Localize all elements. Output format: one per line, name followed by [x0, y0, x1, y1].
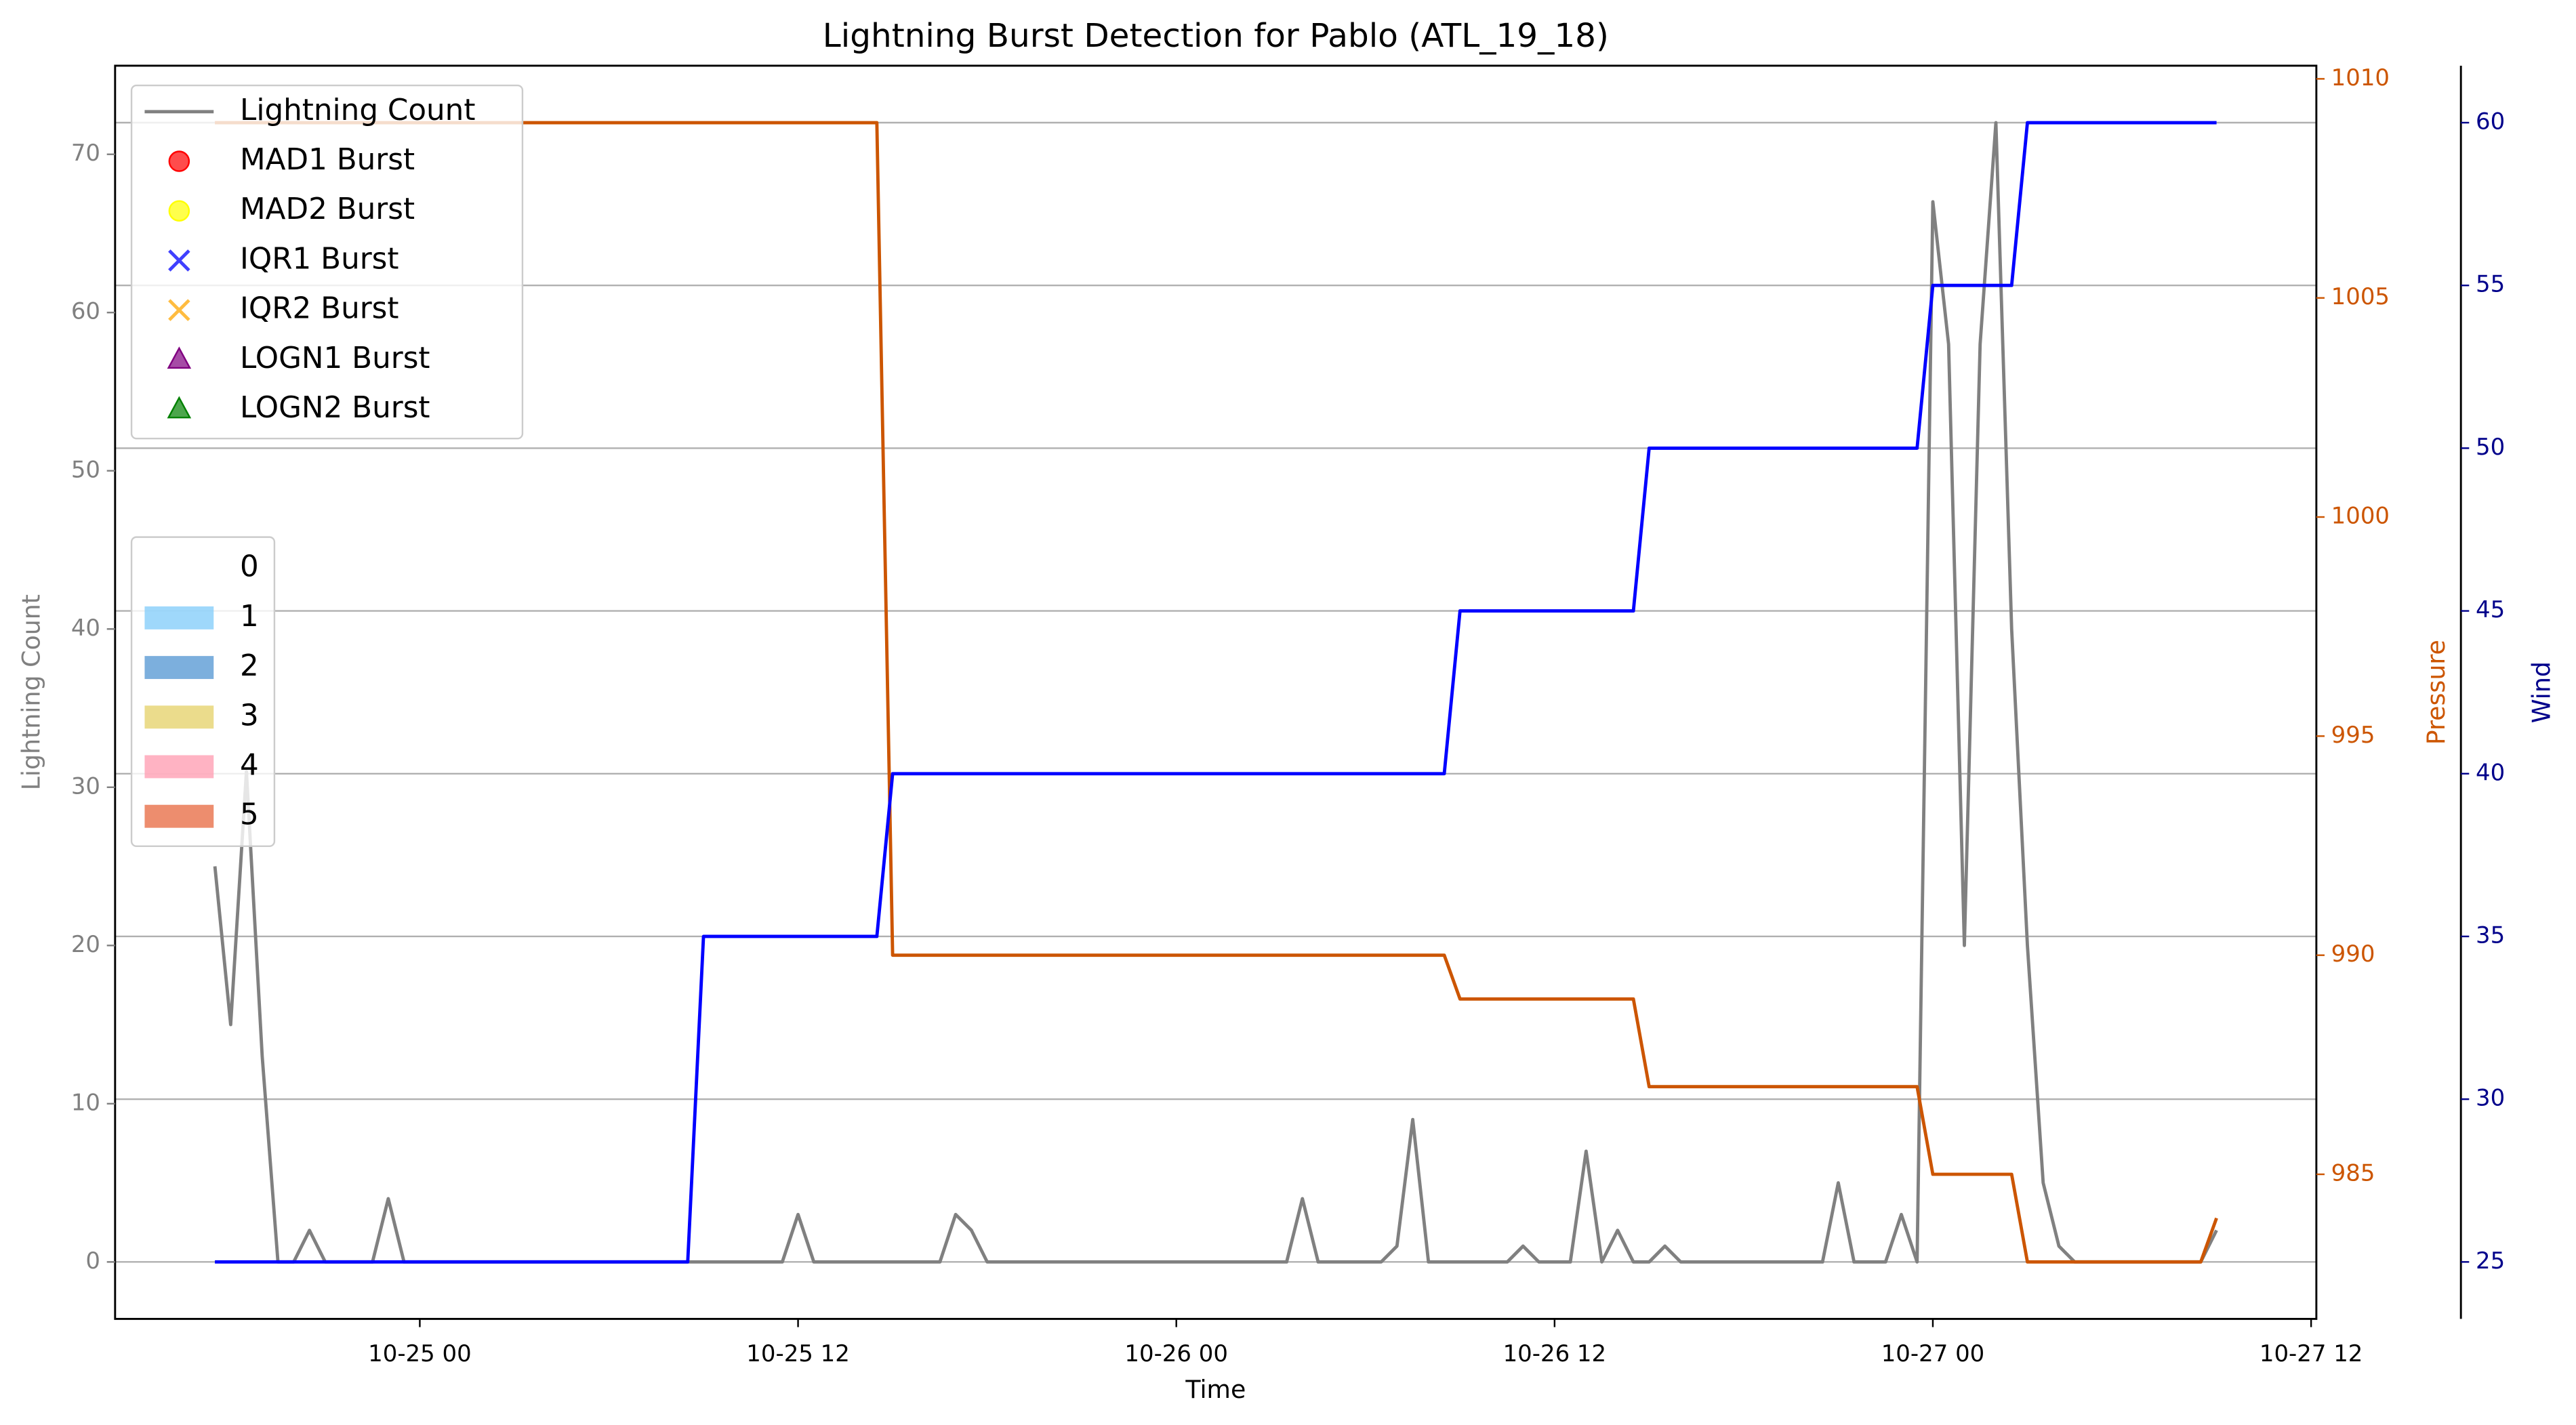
legend-label: LOGN2 Burst	[240, 391, 430, 425]
y2-tick-label: 1000	[2331, 503, 2390, 530]
y-tick-label: 10	[71, 1090, 100, 1116]
legend-patch	[144, 804, 214, 828]
legend-label: 5	[240, 798, 259, 832]
y3-tick-label: 50	[2476, 434, 2505, 461]
legend-label: Lightning Count	[240, 94, 475, 127]
y-tick-label: 70	[71, 140, 100, 167]
legend-patch	[144, 705, 214, 729]
x-tick-label: 10-25 12	[746, 1341, 850, 1367]
series-line	[215, 121, 2217, 1264]
y3-tick-label: 25	[2476, 1248, 2505, 1275]
legend-label: 1	[240, 600, 259, 634]
y-tick-label: 40	[71, 615, 100, 642]
x-tick-label: 10-26 12	[1503, 1341, 1607, 1367]
legend-marker	[168, 299, 190, 321]
category-legend: 0 1 2 3 4 5	[130, 536, 276, 848]
legend-label: 2	[240, 649, 259, 683]
legend-marker	[168, 249, 190, 272]
legend-box	[130, 84, 524, 440]
legend-label: 3	[240, 699, 259, 732]
chart-title: Lightning Burst Detection for Pablo (ATL…	[823, 17, 1609, 55]
y2-tick-label: 985	[2331, 1161, 2375, 1187]
y3-tick-label: 30	[2476, 1086, 2505, 1112]
y-tick-label: 20	[71, 932, 100, 958]
y2-tick-label: 990	[2331, 941, 2375, 968]
y3-tick-label: 45	[2476, 597, 2505, 623]
legend-label: MAD1 Burst	[240, 143, 415, 177]
legend-patch	[144, 656, 214, 680]
legend-marker	[168, 150, 190, 172]
legend-label: LOGN1 Burst	[240, 342, 430, 375]
y2-tick-label: 995	[2331, 722, 2375, 749]
legend-label: MAD2 Burst	[240, 192, 415, 226]
y-tick-label: 30	[71, 773, 100, 800]
legend-marker	[167, 396, 192, 419]
x-tick-label: 10-27 00	[1881, 1341, 1985, 1367]
legend-label: 4	[240, 748, 259, 782]
legend: Lightning Count MAD1 Burst MAD2 Burst IQR1 …	[130, 84, 524, 440]
y2-tick-label: 1005	[2331, 284, 2390, 310]
y3-tick-label: 40	[2476, 760, 2505, 786]
legend-marker	[167, 346, 192, 369]
y3-tick-label: 55	[2476, 272, 2505, 298]
y-tick-label: 50	[71, 457, 100, 483]
x-tick-label: 10-26 00	[1124, 1341, 1228, 1367]
x-axis-label: Time	[1185, 1375, 1246, 1404]
y-tick-label: 0	[85, 1248, 100, 1275]
legend-label: IQR2 Burst	[240, 292, 398, 326]
y3-tick-label: 35	[2476, 922, 2505, 949]
legend-label: 0	[240, 550, 259, 584]
y-axis-label: Lightning Count	[17, 594, 46, 790]
x-tick-label: 10-27 12	[2260, 1341, 2363, 1367]
y2-tick-label: 1010	[2331, 65, 2390, 91]
legend-marker	[168, 200, 190, 222]
series-line	[215, 121, 2218, 1264]
y2-axis-label: Pressure	[2421, 640, 2451, 745]
y3-tick-label: 60	[2476, 109, 2505, 136]
legend-patch	[144, 755, 214, 779]
plot-frame	[114, 64, 2318, 1320]
x-tick-label: 10-25 00	[368, 1341, 472, 1367]
legend-patch	[144, 606, 214, 629]
y-tick-label: 60	[71, 299, 100, 325]
y3-axis-label: Wind	[2527, 661, 2556, 723]
legend-patch	[144, 556, 214, 580]
legend-label: IQR1 Burst	[240, 242, 398, 276]
